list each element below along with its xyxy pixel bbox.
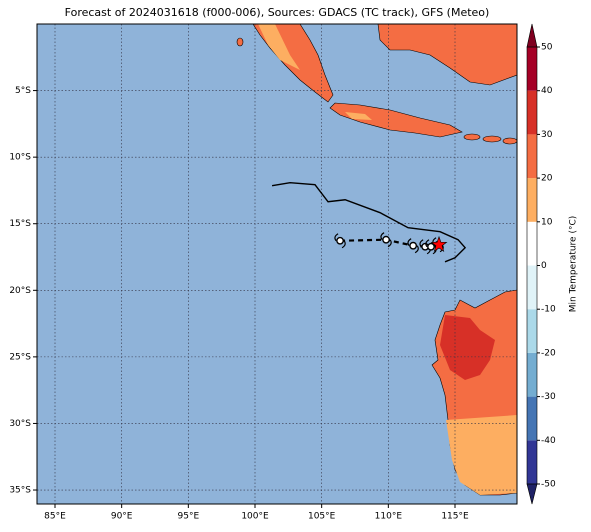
colorbar-band: [527, 352, 537, 397]
colorbar-tick-label: -30: [541, 392, 556, 402]
y-tick-label: 30°S: [9, 419, 31, 429]
colorbar-tick-label: -10: [541, 305, 556, 315]
y-tick-label: 35°S: [9, 486, 31, 496]
x-tick-label: 95°E: [178, 512, 200, 522]
plot-frame: [36, 23, 518, 505]
australia-warm: [446, 415, 517, 495]
australia-hot: [440, 315, 495, 380]
colorbar-label: Min Temperature (°C): [569, 216, 579, 313]
x-tick-label: 85°E: [44, 512, 66, 522]
colorbar-tick-label: 20: [541, 174, 553, 184]
colorbar-band: [527, 440, 537, 484]
island: [463, 133, 481, 141]
colorbar-band: [527, 90, 537, 135]
colorbar-tick-label: -20: [541, 348, 556, 358]
colorbar-band: [527, 134, 537, 179]
java-warm: [345, 112, 372, 120]
colorbar-tick-label: 0: [541, 261, 547, 271]
colorbar-band: [527, 221, 537, 266]
layers: 85°E 90°E 95°E 100°E 105°E 110°E 115°E 5°S 10°S 1…: [9, 23, 556, 522]
colorbar-tick-label: -50: [541, 480, 556, 490]
land: [236, 24, 517, 496]
cyclone-arm: [380, 232, 392, 248]
colorbar-over: [526, 23, 538, 48]
cyclone-arm: [407, 238, 419, 254]
colorbar-tick-label: 10: [541, 217, 553, 227]
y-tick-label: 5°S: [15, 86, 31, 96]
cyclone-arm: [334, 233, 346, 249]
x-tick-label: 115°E: [441, 512, 469, 522]
island: [236, 37, 244, 47]
y-tick-label: 25°S: [9, 352, 31, 362]
cyclone-symbol: [382, 235, 390, 244]
x-tick-label: 110°E: [375, 512, 403, 522]
colorbar-tick-label: 30: [541, 130, 553, 140]
track-line: [271, 182, 467, 263]
x-tick-label: 90°E: [111, 512, 133, 522]
colorbar-tick-label: 40: [541, 86, 553, 96]
cyclone-symbol: [336, 236, 344, 245]
y-tick-label: 10°S: [9, 153, 31, 163]
java: [329, 102, 463, 138]
colorbar-band: [527, 309, 537, 353]
colorbar-band: [527, 47, 537, 91]
colorbar-band: [527, 265, 537, 310]
sea: [37, 24, 517, 504]
island: [482, 135, 502, 143]
sumatra-warm: [258, 24, 300, 70]
borneo: [377, 24, 517, 86]
colorbar-band: [527, 178, 537, 222]
colorbar-under: [526, 483, 538, 505]
cyclone-symbol: [427, 242, 435, 251]
y-tick-label: 15°S: [9, 219, 31, 229]
current-position: [430, 235, 448, 252]
y-tick-label: 20°S: [9, 286, 31, 296]
colorbar-tick-label: 50: [541, 43, 553, 53]
island: [502, 137, 517, 145]
colorbar-band: [527, 396, 537, 441]
x-tick-label: 100°E: [241, 512, 269, 522]
cyclone-symbol: [409, 241, 418, 250]
colorbar-tick-label: -40: [541, 436, 556, 446]
map-title: Forecast of 2024031618 (f000-006), Sourc…: [65, 6, 490, 19]
x-tick-label: 105°E: [308, 512, 336, 522]
